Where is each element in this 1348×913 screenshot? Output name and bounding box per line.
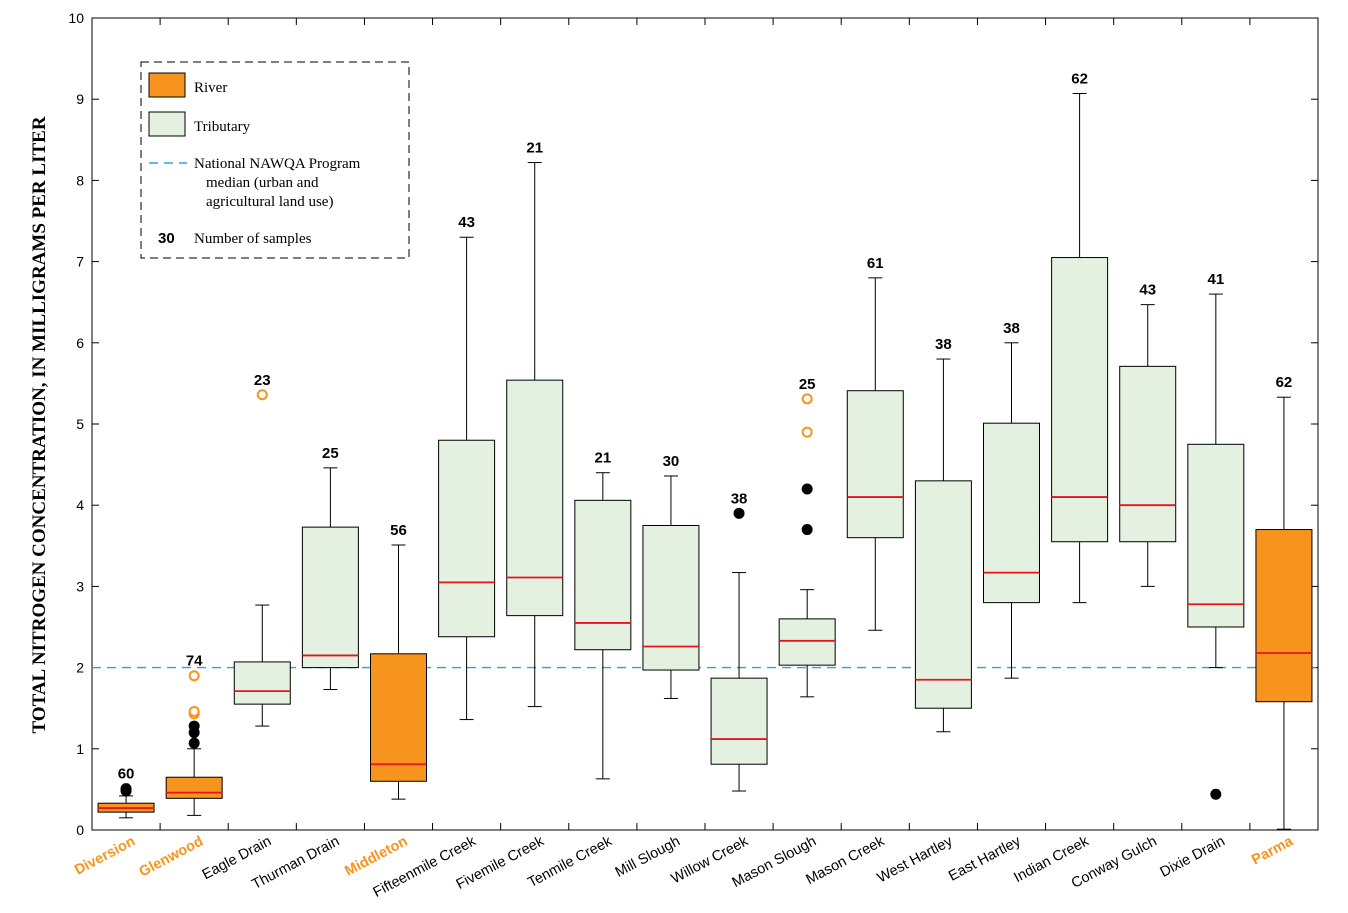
outlier-far-point <box>256 389 268 401</box>
box-conway-gulch: 43 <box>1119 282 1177 587</box>
outlier-far-point <box>188 705 200 717</box>
box-parma: 62 <box>1255 374 1313 830</box>
y-tick-label: 3 <box>76 578 84 594</box>
sample-count-label: 60 <box>118 766 135 783</box>
iqr-box <box>642 525 700 671</box>
legend-reference-label-3: agricultural land use) <box>206 194 333 210</box>
iqr-box <box>165 776 223 799</box>
sample-count-label: 56 <box>390 522 407 539</box>
category-label: Mason Creek <box>804 833 888 888</box>
legend: River Tributary National NAWQA Program medi… <box>140 61 410 259</box>
legend-reference-label-1: National NAWQA Program <box>194 156 361 172</box>
legend-count-example: 30 <box>158 230 175 247</box>
sample-count-label: 62 <box>1071 71 1088 88</box>
y-tick-label: 8 <box>76 172 84 188</box>
category-label: Dixie Drain <box>1158 833 1228 880</box>
iqr-box <box>1119 365 1177 543</box>
iqr-box <box>1255 529 1313 703</box>
y-tick-label: 2 <box>76 660 84 676</box>
sample-count-label: 21 <box>526 140 543 157</box>
category-label: Parma <box>1249 833 1296 868</box>
sample-count-label: 38 <box>1003 320 1020 337</box>
y-tick-label: 7 <box>76 254 84 270</box>
legend-river-swatch <box>148 72 186 98</box>
box-fifteenmile-creek: 43 <box>438 214 496 721</box>
box-dixie-drain: 41 <box>1187 271 1245 800</box>
y-tick-label: 0 <box>76 822 84 838</box>
y-tick-label: 6 <box>76 335 84 351</box>
box-willow-creek: 38 <box>710 490 768 792</box>
outlier-near-point <box>1210 788 1222 800</box>
iqr-box <box>914 480 972 709</box>
outlier-far-point <box>188 670 200 682</box>
y-tick-label: 4 <box>76 497 84 513</box>
iqr-box <box>778 618 836 666</box>
box-tenmile-creek: 21 <box>574 450 632 780</box>
iqr-box <box>233 661 291 705</box>
box-mason-slough: 25 <box>778 376 836 698</box>
iqr-box <box>983 422 1040 604</box>
y-axis-label: TOTAL NITROGEN CONCENTRATION, IN MILLIGR… <box>29 116 50 733</box>
box-thurman-drain: 25 <box>301 445 359 691</box>
legend-frame <box>140 61 410 259</box>
outlier-near-point <box>733 507 745 519</box>
box-mill-slough: 30 <box>642 453 700 699</box>
category-label: Diversion <box>72 833 138 878</box>
outlier-near-point <box>188 737 200 749</box>
box-fivemile-creek: 21 <box>506 140 564 708</box>
sample-count-label: 25 <box>799 376 816 393</box>
outlier-far-point <box>801 393 813 405</box>
sample-count-label: 25 <box>322 445 339 462</box>
iqr-box <box>301 526 359 669</box>
box-indian-creek: 62 <box>1051 71 1109 604</box>
iqr-box <box>1187 443 1245 628</box>
outlier-near-point <box>801 524 813 536</box>
box-eagle-drain: 23 <box>233 372 291 727</box>
iqr-box <box>846 390 904 539</box>
box-glenwood: 74 <box>165 653 223 816</box>
sample-count-label: 74 <box>186 653 203 670</box>
sample-count-label: 30 <box>663 453 680 470</box>
box-west-hartley: 38 <box>914 336 972 733</box>
box-mason-creek: 61 <box>846 255 904 631</box>
sample-count-label: 61 <box>867 255 884 272</box>
iqr-box <box>1051 257 1109 543</box>
iqr-box <box>506 379 564 617</box>
y-tick-label: 5 <box>76 416 84 432</box>
sample-count-label: 62 <box>1276 374 1293 391</box>
box-east-hartley: 38 <box>983 320 1040 679</box>
category-label: West Hartley <box>875 833 956 886</box>
sample-count-label: 23 <box>254 372 271 389</box>
y-tick-label: 10 <box>68 10 84 26</box>
sample-count-label: 38 <box>731 490 748 507</box>
sample-count-label: 43 <box>1139 282 1156 299</box>
sample-count-label: 38 <box>935 336 952 353</box>
outlier-far-point <box>801 426 813 438</box>
y-axis-label-group: TOTAL NITROGEN CONCENTRATION, IN MILLIGR… <box>29 116 50 733</box>
category-label: East Hartley <box>946 833 1024 885</box>
sample-count-label: 43 <box>458 214 475 231</box>
iqr-box <box>710 677 768 765</box>
legend-tributary-label: Tributary <box>194 119 251 135</box>
legend-count-label: Number of samples <box>194 231 312 247</box>
y-tick-label: 1 <box>76 741 84 757</box>
sample-count-label: 41 <box>1207 271 1224 288</box>
legend-reference-label-2: median (urban and <box>206 175 319 191</box>
outlier-near-point <box>120 783 132 795</box>
iqr-box <box>370 653 427 782</box>
iqr-box <box>438 439 496 638</box>
sample-count-label: 21 <box>594 450 611 467</box>
y-tick-label: 9 <box>76 91 84 107</box>
iqr-box <box>574 499 632 651</box>
legend-river-label: River <box>194 80 227 96</box>
outlier-near-point <box>188 720 200 732</box>
box-middleton: 56 <box>370 522 427 800</box>
category-label: Glenwood <box>137 833 206 880</box>
box-diversion: 60 <box>97 766 155 819</box>
outlier-near-point <box>801 483 813 495</box>
legend-tributary-swatch <box>148 111 186 137</box>
